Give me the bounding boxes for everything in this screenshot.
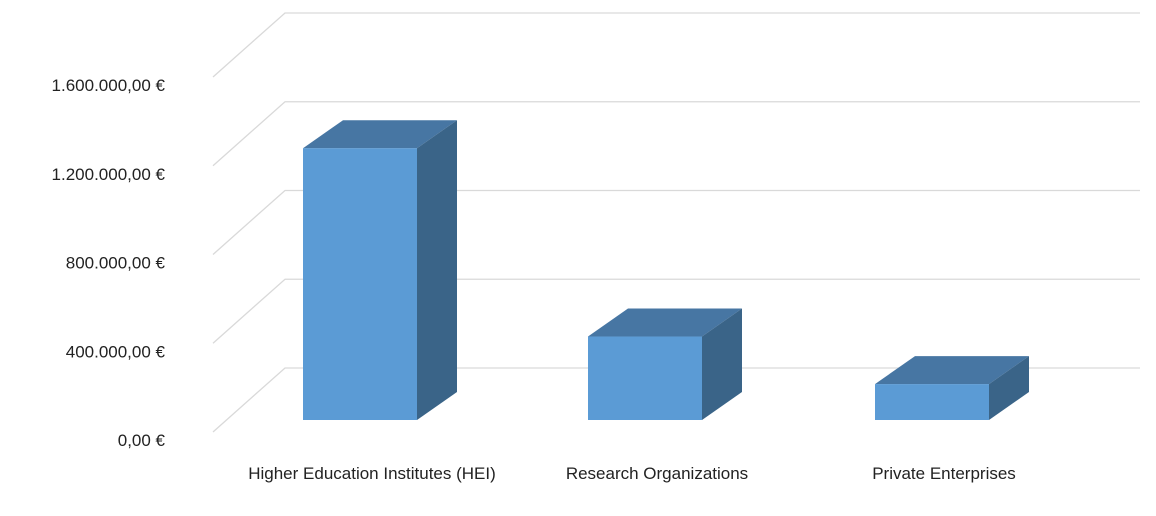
bar bbox=[588, 336, 702, 420]
x-tick-label: Research Organizations bbox=[565, 464, 749, 483]
bar-side bbox=[702, 308, 742, 420]
y-tick-label: 0,00 € bbox=[118, 431, 166, 450]
y-tick-label: 800.000,00 € bbox=[66, 254, 166, 273]
x-tick-label: Private Enterprises bbox=[872, 464, 1016, 483]
grid-line bbox=[212, 367, 1140, 433]
bar bbox=[303, 148, 417, 420]
y-tick-label: 400.000,00 € bbox=[66, 342, 166, 361]
bar-top bbox=[875, 356, 1029, 385]
grid-line bbox=[212, 189, 1140, 255]
x-tick-label: Higher Education Institutes (HEI) bbox=[248, 464, 496, 483]
bar-side bbox=[417, 120, 457, 420]
grid-line bbox=[212, 278, 1140, 344]
bar-top bbox=[303, 120, 457, 149]
bar bbox=[875, 384, 989, 420]
y-tick-label: 1.600.000,00 € bbox=[52, 76, 166, 95]
grid-line bbox=[212, 101, 1140, 167]
y-tick-label: 1.200.000,00 € bbox=[52, 165, 166, 184]
bar-top bbox=[588, 308, 742, 337]
bar-side bbox=[989, 356, 1029, 420]
grid-line bbox=[212, 12, 1140, 78]
